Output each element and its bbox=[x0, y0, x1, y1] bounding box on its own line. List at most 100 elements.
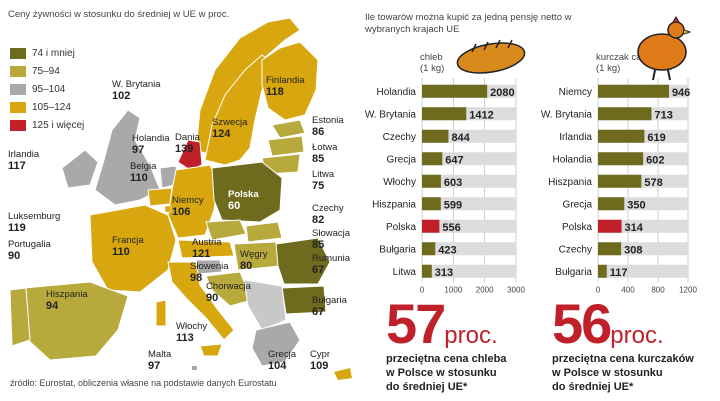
bar bbox=[598, 264, 607, 278]
map-label-latvia: Łotwa 85 bbox=[312, 142, 338, 166]
map-label-spain: Hiszpania 94 bbox=[46, 289, 88, 313]
map-label-slovakia: Słowacja 85 bbox=[312, 228, 351, 252]
map-label-bulgaria: Bułgaria 67 bbox=[312, 295, 347, 319]
category-label: W. Brytania bbox=[541, 109, 593, 120]
data-label: 602 bbox=[646, 154, 664, 166]
category-label: Hiszpania bbox=[548, 177, 592, 188]
legend-item: 125 i więcej bbox=[10, 116, 84, 134]
category-label: Grecja bbox=[563, 199, 593, 210]
map-label-netherlands: Holandia 97 bbox=[132, 133, 170, 157]
map-label-finland: Finlandia 118 bbox=[266, 75, 305, 99]
map-label-cyprus: Cypr 109 bbox=[310, 349, 331, 373]
category-label: Bułgaria bbox=[379, 244, 416, 255]
category-label: Włochy bbox=[383, 177, 416, 188]
legend: 74 i mniej 75–94 95–104 105–124 125 i więcej bbox=[10, 44, 84, 134]
source-note: źródło: Eurostat, obliczenia własne na p… bbox=[10, 378, 277, 388]
map-label-austria: Austria 121 bbox=[192, 237, 222, 261]
data-label: 2080 bbox=[490, 87, 514, 99]
map-label-germany: Niemcy 106 bbox=[172, 195, 204, 219]
bar bbox=[422, 84, 488, 98]
legend-title: Ceny żywności w stosunku do średniej w U… bbox=[8, 9, 230, 20]
data-label: 313 bbox=[435, 267, 453, 279]
tick-label: 1000 bbox=[444, 286, 462, 295]
map-region-finland bbox=[261, 41, 319, 121]
data-label: 713 bbox=[654, 109, 672, 121]
bar bbox=[598, 242, 622, 256]
data-label: 619 bbox=[647, 132, 665, 144]
bar-track bbox=[422, 219, 516, 233]
map-region-luxembourg bbox=[164, 205, 172, 213]
bar bbox=[598, 107, 652, 121]
category-label: Irlandia bbox=[559, 132, 592, 143]
data-label: 350 bbox=[627, 199, 645, 211]
legend-swatch bbox=[10, 83, 26, 95]
category-label: Polska bbox=[562, 222, 592, 233]
map-region-latvia bbox=[267, 135, 305, 157]
data-label: 647 bbox=[445, 154, 463, 166]
bar-track bbox=[422, 197, 516, 211]
map-region-italy bbox=[167, 261, 235, 341]
map-region-uk bbox=[94, 109, 161, 206]
map-label-lithuania: Litwa 75 bbox=[312, 169, 335, 193]
bar-track bbox=[422, 174, 516, 188]
map-label-croatia: Chorwacja 90 bbox=[206, 281, 251, 305]
category-label: Hiszpania bbox=[372, 199, 416, 210]
chicken-highlight-caption: przeciętna cena kurczaków w Polsce w sto… bbox=[552, 353, 694, 393]
bar bbox=[422, 242, 436, 256]
map-label-uk: W. Brytania 102 bbox=[112, 79, 161, 103]
category-label: Litwa bbox=[393, 267, 417, 278]
category-label: Holandia bbox=[553, 154, 593, 165]
tick-label: 800 bbox=[651, 286, 665, 295]
category-label: Grecja bbox=[387, 154, 417, 165]
map-label-portugal: Portugalia 90 bbox=[8, 239, 51, 263]
legend-item: 75–94 bbox=[10, 62, 84, 80]
bar bbox=[422, 107, 467, 121]
data-label: 578 bbox=[644, 177, 662, 189]
bar-track bbox=[422, 242, 516, 256]
chicken-highlight-number: 56 bbox=[552, 292, 612, 355]
legend-swatch bbox=[10, 119, 26, 131]
category-label: Bułgaria bbox=[555, 267, 592, 278]
legend-label: 75–94 bbox=[32, 65, 60, 77]
legend-item: 105–124 bbox=[10, 98, 84, 116]
bar-track bbox=[422, 152, 516, 166]
bar bbox=[422, 219, 440, 233]
tick-label: 1200 bbox=[679, 286, 697, 295]
tick-label: 400 bbox=[621, 286, 635, 295]
legend-swatch bbox=[10, 101, 26, 113]
map-label-romania: Rumunia 67 bbox=[312, 253, 351, 277]
bread-highlight-number: 57 bbox=[386, 292, 446, 355]
legend-swatch bbox=[10, 47, 26, 59]
map-label-slovenia: Słowenia 98 bbox=[190, 261, 229, 285]
map-label-ireland: Irlandia 117 bbox=[8, 149, 40, 173]
map-label-greece: Grecja 104 bbox=[268, 349, 296, 373]
bar bbox=[422, 152, 443, 166]
bar bbox=[422, 264, 432, 278]
data-label: 308 bbox=[624, 244, 642, 256]
legend-label: 95–104 bbox=[32, 83, 66, 95]
map-region-czechia bbox=[205, 219, 247, 241]
map-region-ireland bbox=[61, 149, 99, 189]
bar bbox=[598, 84, 669, 98]
map-region-sardinia bbox=[155, 299, 167, 327]
legend-item: 95–104 bbox=[10, 80, 84, 98]
bar bbox=[598, 197, 625, 211]
tick-label: 3000 bbox=[507, 286, 525, 295]
intro-text: Ile towarów można kupić za jedną pensję … bbox=[365, 12, 572, 35]
bar bbox=[422, 129, 449, 143]
legend-label: 125 i więcej bbox=[32, 119, 85, 131]
data-label: 599 bbox=[444, 199, 462, 211]
map-label-poland: Polska 60 bbox=[228, 189, 259, 213]
map-region-romania bbox=[275, 237, 331, 285]
map-label-belgium: Belgia 110 bbox=[130, 161, 157, 185]
map-region-poland bbox=[211, 161, 283, 223]
category-label: Czechy bbox=[559, 244, 592, 255]
chicken-chart-title: kurczak cały (1 kg) bbox=[596, 52, 649, 74]
bar-track bbox=[422, 264, 516, 278]
bar-track bbox=[598, 264, 688, 278]
map-region-sicily bbox=[199, 343, 223, 357]
map-region-croatia bbox=[205, 271, 253, 307]
map-region-malta bbox=[192, 366, 197, 370]
legend-label: 74 i mniej bbox=[32, 47, 75, 59]
map-label-italy: Włochy 113 bbox=[176, 321, 208, 345]
